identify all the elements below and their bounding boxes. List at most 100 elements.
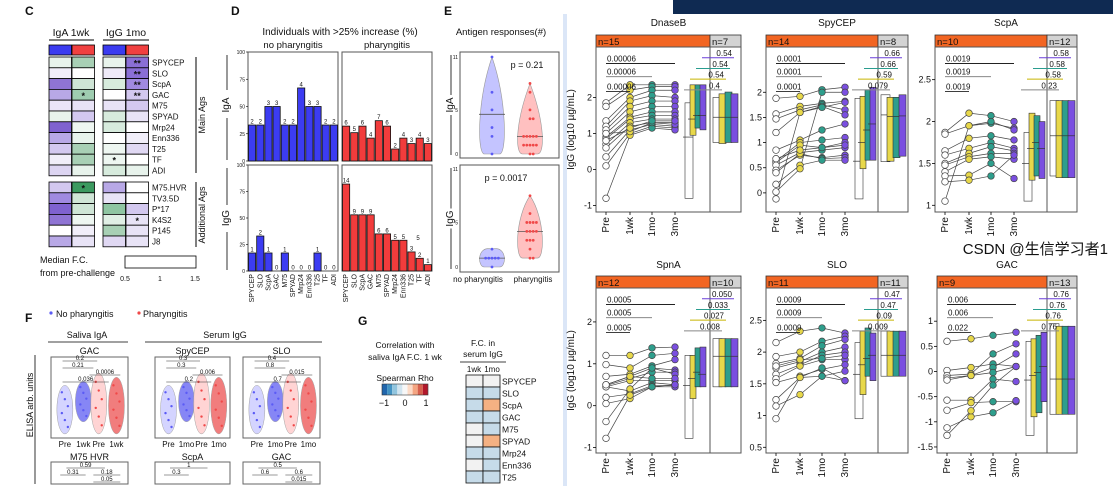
colorbar-swatch <box>397 384 403 395</box>
y-tick-label: 2 <box>926 117 931 127</box>
y-tick-label: 0.5 <box>749 163 762 173</box>
p-value-colored: 0.079 <box>868 81 889 90</box>
subject-line <box>605 367 676 422</box>
data-point <box>531 221 535 224</box>
data-point <box>255 398 259 401</box>
p-value: 0.0005 <box>607 296 632 305</box>
p-value: 0.0005 <box>607 324 632 333</box>
heatmap-cell <box>48 121 72 134</box>
n-label: n=14 <box>768 37 789 48</box>
x-label-1wk: 1wk <box>625 457 636 476</box>
subject-line <box>944 121 1015 202</box>
violin <box>479 56 505 155</box>
subject-line <box>946 343 1017 376</box>
x-label: Pre <box>251 440 264 449</box>
colorbar-tick: −1 <box>379 398 389 408</box>
y-tick-label: 1.5 <box>918 158 931 168</box>
x-tick-label: ScpA <box>265 274 272 291</box>
facet-label-no-pharyngitis: no pharyngitis <box>263 40 322 51</box>
subject-line <box>775 346 846 369</box>
x-label-1mo: 1mo <box>647 458 658 478</box>
data-point <box>60 411 64 415</box>
data-point-3mo <box>671 374 679 383</box>
violin <box>248 385 266 435</box>
data-point <box>79 385 82 389</box>
p-value: 0.3 <box>179 356 188 362</box>
subject-line <box>605 376 675 386</box>
data-point <box>528 90 532 94</box>
x-tick-label: TF <box>323 274 330 283</box>
heatmap-cell <box>71 99 95 112</box>
subject-line <box>775 86 846 99</box>
bar-SPYCEP <box>248 124 257 162</box>
subject-line <box>775 153 846 174</box>
p-value-colored: 0.76 <box>1045 312 1061 321</box>
data-point <box>164 411 167 415</box>
bar-count-label: 2 <box>394 144 398 150</box>
heatmap-cell <box>125 99 149 112</box>
p-value: 0.0001 <box>777 55 802 64</box>
data-point-1mo <box>989 381 997 389</box>
subject-line <box>946 366 1017 436</box>
subject-line <box>946 353 1017 379</box>
subject-line <box>947 378 1017 401</box>
p-value: 0.036 <box>78 377 94 383</box>
p-value: 0.7 <box>273 377 282 383</box>
heatmap-row: Enn336 <box>48 132 180 144</box>
window-left-border <box>563 14 567 486</box>
data-point-1wk <box>796 146 804 154</box>
bar-ScpA <box>358 214 367 272</box>
data-point-1mo <box>987 143 995 151</box>
x-label-1mo: 1mo <box>986 217 997 237</box>
y-tick-label: 100 <box>237 163 246 169</box>
data-point <box>258 425 262 429</box>
subject-line <box>775 370 846 400</box>
x-label: 1mo <box>268 440 284 449</box>
subject-line <box>775 142 846 163</box>
heatmap-row: P145 <box>48 224 171 237</box>
bar-count-label: 0 <box>275 266 279 272</box>
plot-title: ScpA <box>182 452 204 462</box>
data-point-pre <box>772 195 780 203</box>
plot-frame <box>50 461 129 485</box>
heatmap-row: TV3.5D <box>48 192 179 205</box>
panel-slo: SLO n=11 n=11 0.5 1 1.5 2 2.5 Pre 1wk 1mo 3mo 0.0009… <box>749 260 909 477</box>
p-value: 0.3 <box>172 470 181 476</box>
panel-e-violin: E Antigen responses(#) 0 5 11 IgA p = 0.21 0 5 11… <box>444 4 560 284</box>
nophar-distribution-3mo <box>898 330 907 377</box>
bar-SLO <box>256 235 265 272</box>
subject-line <box>605 106 675 134</box>
subject-line <box>605 127 676 199</box>
heatmap-cell <box>48 164 72 177</box>
x-tick-label: T25 <box>315 274 322 286</box>
data-point <box>535 229 538 233</box>
bar-count-label: 0 <box>308 266 312 272</box>
data-point <box>307 416 310 419</box>
n-label: n=11 <box>768 278 789 289</box>
heatmap-cell <box>465 422 484 436</box>
heatmap-row: SPYAD <box>48 110 179 123</box>
plot-frame <box>242 461 321 485</box>
data-point <box>484 256 487 260</box>
p-value-colored: 0.76 <box>1041 322 1057 331</box>
bar-Mrp24 <box>391 239 400 272</box>
p-value: 1 <box>187 463 191 469</box>
bar-count-label: 4 <box>418 133 422 139</box>
data-point <box>490 126 494 129</box>
data-point <box>203 424 206 427</box>
group-label-main-ags: Main Ags <box>197 96 207 134</box>
y-tick-label: 2 <box>587 317 592 327</box>
data-point-pre <box>772 115 780 123</box>
data-point <box>94 406 97 410</box>
data-point <box>66 404 70 408</box>
bar-SLO <box>350 214 359 272</box>
data-point-1mo <box>648 374 656 383</box>
heatmap-cell <box>71 192 95 205</box>
colorbar-tick: 1 <box>158 276 162 283</box>
data-point <box>289 415 292 418</box>
data-point <box>310 424 313 428</box>
data-point-3mo <box>1012 362 1020 371</box>
data-point <box>214 384 217 387</box>
p-value: 0.006 <box>948 296 969 305</box>
